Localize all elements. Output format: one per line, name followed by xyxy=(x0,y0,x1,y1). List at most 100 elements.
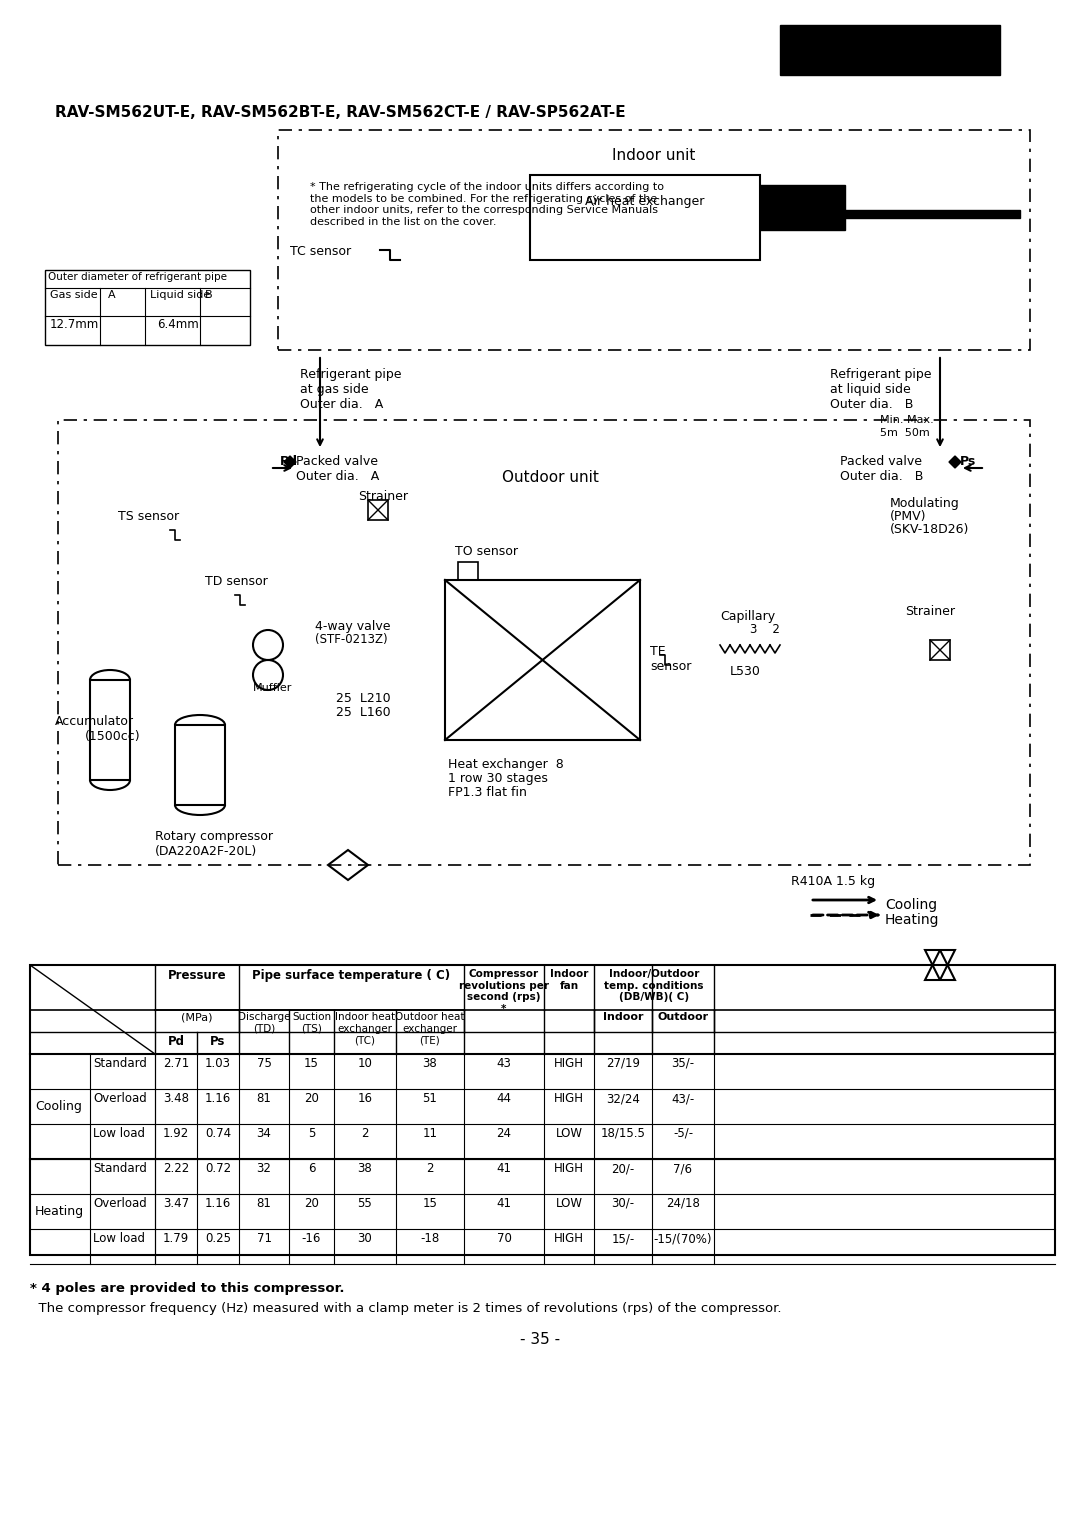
Bar xyxy=(58,419,1030,865)
Text: Cooling: Cooling xyxy=(35,1100,82,1113)
Text: 2: 2 xyxy=(427,1162,434,1174)
Text: (1500cc): (1500cc) xyxy=(85,730,140,743)
Text: Min. Max.: Min. Max. xyxy=(880,415,934,425)
Text: 32/24: 32/24 xyxy=(606,1092,640,1106)
Text: 0.25: 0.25 xyxy=(205,1232,231,1244)
Text: 3.47: 3.47 xyxy=(163,1197,189,1209)
Text: Cooling: Cooling xyxy=(885,898,937,912)
Text: 43/-: 43/- xyxy=(672,1092,694,1106)
Bar xyxy=(760,185,845,230)
Text: - 35 -: - 35 - xyxy=(519,1331,561,1347)
Text: Strainer: Strainer xyxy=(905,605,955,618)
Text: Modulating: Modulating xyxy=(890,497,960,509)
Text: Pd: Pd xyxy=(280,454,298,468)
Text: Indoor unit: Indoor unit xyxy=(612,148,696,163)
Text: 20: 20 xyxy=(305,1092,319,1106)
Bar xyxy=(930,640,950,660)
Text: Overload: Overload xyxy=(93,1197,147,1209)
Text: 1.79: 1.79 xyxy=(163,1232,189,1244)
Text: Strainer: Strainer xyxy=(357,490,408,503)
Text: 71: 71 xyxy=(257,1232,271,1244)
Text: 3.48: 3.48 xyxy=(163,1092,189,1106)
Text: Standard: Standard xyxy=(93,1162,147,1174)
Text: 4-way valve: 4-way valve xyxy=(315,621,391,633)
Text: Pressure: Pressure xyxy=(167,968,227,982)
Text: Suction
(TS): Suction (TS) xyxy=(292,1013,332,1034)
Text: B: B xyxy=(205,290,213,300)
Text: 30/-: 30/- xyxy=(611,1197,635,1209)
Text: Indoor heat
exchanger
(TC): Indoor heat exchanger (TC) xyxy=(335,1013,395,1045)
Text: 1 row 30 stages: 1 row 30 stages xyxy=(448,772,548,785)
Text: 34: 34 xyxy=(257,1127,271,1141)
Text: 24: 24 xyxy=(497,1127,512,1141)
Text: 75: 75 xyxy=(257,1057,271,1071)
Text: 16: 16 xyxy=(357,1092,373,1106)
Text: 32: 32 xyxy=(257,1162,271,1174)
Text: 0.74: 0.74 xyxy=(205,1127,231,1141)
Bar xyxy=(278,130,1030,351)
Text: 20/-: 20/- xyxy=(611,1162,635,1174)
Text: 5: 5 xyxy=(308,1127,315,1141)
Text: TC sensor: TC sensor xyxy=(291,246,351,258)
Text: Pipe surface temperature ( C): Pipe surface temperature ( C) xyxy=(253,968,450,982)
Text: 38: 38 xyxy=(422,1057,437,1071)
Text: 25  L160: 25 L160 xyxy=(336,706,391,718)
Bar xyxy=(445,580,640,740)
Text: (MPa): (MPa) xyxy=(181,1013,213,1022)
Text: Discharge
(TD): Discharge (TD) xyxy=(238,1013,291,1034)
Text: The compressor frequency (Hz) measured with a clamp meter is 2 times of revoluti: The compressor frequency (Hz) measured w… xyxy=(30,1302,782,1315)
Bar xyxy=(845,210,1020,218)
Text: HIGH: HIGH xyxy=(554,1232,584,1244)
Text: 2: 2 xyxy=(361,1127,368,1141)
Text: 38: 38 xyxy=(357,1162,373,1174)
Text: -16: -16 xyxy=(301,1232,321,1244)
Text: LOW: LOW xyxy=(555,1127,582,1141)
Text: 1.92: 1.92 xyxy=(163,1127,189,1141)
Text: Accumulator: Accumulator xyxy=(55,715,134,727)
Text: -15/(70%): -15/(70%) xyxy=(653,1232,712,1244)
Text: Gas side: Gas side xyxy=(50,290,97,300)
Text: Refrigerant pipe
at gas side
Outer dia.   A: Refrigerant pipe at gas side Outer dia. … xyxy=(300,368,402,412)
Text: -5/-: -5/- xyxy=(673,1127,693,1141)
Bar xyxy=(780,24,1000,75)
Text: Indoor/Outdoor
temp. conditions
(DB/WB)( C): Indoor/Outdoor temp. conditions (DB/WB)(… xyxy=(604,968,704,1002)
Text: 5m  50m: 5m 50m xyxy=(880,429,930,438)
Text: Muffler: Muffler xyxy=(253,683,293,692)
Text: 1.16: 1.16 xyxy=(205,1092,231,1106)
Text: 41: 41 xyxy=(497,1162,512,1174)
Text: TD sensor: TD sensor xyxy=(205,575,268,589)
Text: 7/6: 7/6 xyxy=(674,1162,692,1174)
Text: R410A 1.5 kg: R410A 1.5 kg xyxy=(791,875,875,888)
Bar xyxy=(175,724,225,805)
Bar xyxy=(368,500,388,520)
Text: 15: 15 xyxy=(422,1197,437,1209)
Text: A: A xyxy=(108,290,116,300)
Text: TE
sensor: TE sensor xyxy=(650,645,691,673)
Text: 30: 30 xyxy=(357,1232,373,1244)
Text: Compressor
revolutions per
second (rps)
*: Compressor revolutions per second (rps) … xyxy=(459,968,549,1014)
Text: LOW: LOW xyxy=(555,1197,582,1209)
Text: 18/15.5: 18/15.5 xyxy=(600,1127,646,1141)
Text: 70: 70 xyxy=(497,1232,512,1244)
Text: 1.16: 1.16 xyxy=(205,1197,231,1209)
Text: 41: 41 xyxy=(497,1197,512,1209)
Text: Low load: Low load xyxy=(93,1127,145,1141)
Bar xyxy=(458,563,478,580)
Text: Ps: Ps xyxy=(211,1035,226,1048)
Text: 24/18: 24/18 xyxy=(666,1197,700,1209)
Text: 81: 81 xyxy=(257,1092,271,1106)
Text: 15/-: 15/- xyxy=(611,1232,635,1244)
Text: HIGH: HIGH xyxy=(554,1057,584,1071)
Text: Heating: Heating xyxy=(885,913,940,927)
Text: 25  L210: 25 L210 xyxy=(336,692,391,705)
Text: 51: 51 xyxy=(422,1092,437,1106)
Text: TCJ
sensor: TCJ sensor xyxy=(762,195,799,217)
Text: 35/-: 35/- xyxy=(672,1057,694,1071)
Text: 6.4mm: 6.4mm xyxy=(157,319,199,331)
Text: (PMV): (PMV) xyxy=(890,509,927,523)
Text: Pd: Pd xyxy=(167,1035,185,1048)
Text: Heating: Heating xyxy=(35,1205,84,1218)
Text: Liquid side: Liquid side xyxy=(150,290,211,300)
Text: * 4 poles are provided to this compressor.: * 4 poles are provided to this compresso… xyxy=(30,1283,345,1295)
Text: Rotary compressor: Rotary compressor xyxy=(156,830,273,843)
